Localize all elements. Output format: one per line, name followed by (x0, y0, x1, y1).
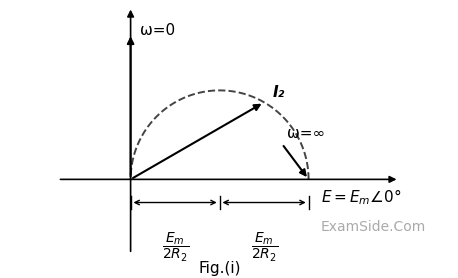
Text: ExamSide.Com: ExamSide.Com (321, 220, 426, 234)
Text: $\dfrac{E_m}{2R_2}$: $\dfrac{E_m}{2R_2}$ (162, 231, 189, 264)
Text: I₂: I₂ (273, 85, 285, 100)
Text: ω=0: ω=0 (140, 23, 174, 38)
Text: $\dfrac{E_m}{2R_2}$: $\dfrac{E_m}{2R_2}$ (251, 231, 278, 264)
Text: Fig.(i): Fig.(i) (198, 261, 241, 276)
Text: $E = E_m\angle0°$: $E = E_m\angle0°$ (321, 187, 402, 207)
Text: ω=∞: ω=∞ (287, 126, 326, 142)
